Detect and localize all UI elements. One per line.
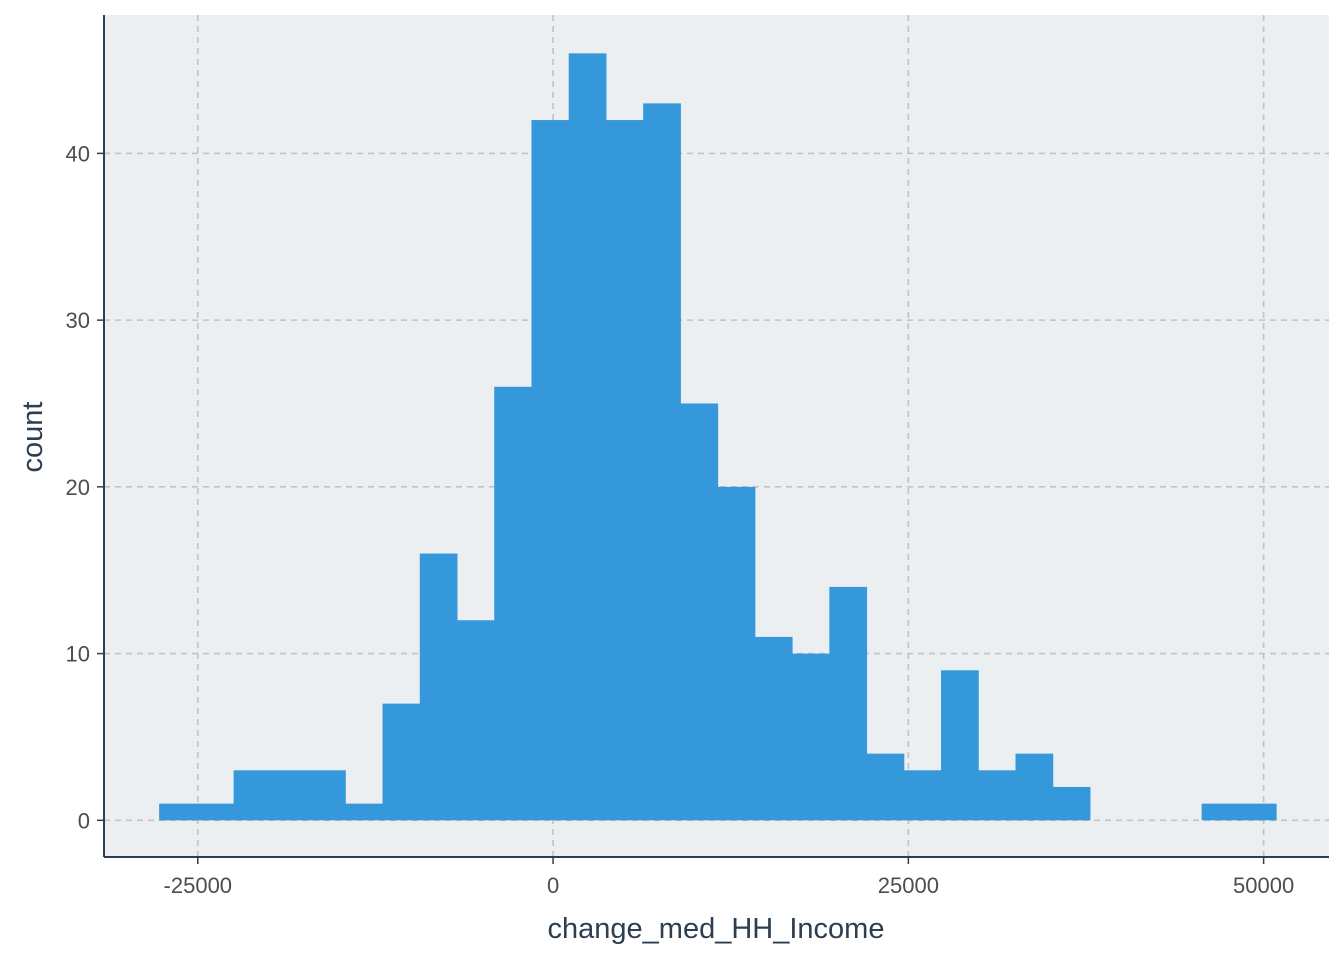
histogram-bar: [978, 770, 1017, 821]
histogram-bar: [866, 753, 905, 821]
histogram-bars: [159, 53, 1277, 821]
histogram-bar: [717, 486, 756, 821]
x-axis-ticks: -25000 0 25000 50000: [164, 857, 1294, 898]
y-axis-ticks: 0 10 20 30 40: [66, 141, 104, 833]
y-tick-label: 0: [78, 808, 90, 833]
histogram-bar: [643, 103, 681, 821]
histogram-bar: [159, 803, 197, 821]
histogram-bar: [1015, 753, 1054, 821]
x-tick-label: 0: [547, 873, 559, 898]
histogram-bar: [941, 670, 979, 821]
histogram-bar: [568, 53, 607, 821]
y-tick-label: 40: [66, 141, 90, 166]
histogram-bar: [1052, 786, 1091, 821]
histogram-bar: [233, 770, 272, 821]
y-tick-label: 30: [66, 308, 90, 333]
y-axis-title: count: [17, 402, 49, 473]
histogram-bar: [829, 586, 868, 821]
x-tick-label: -25000: [164, 873, 233, 898]
y-tick-label: 10: [66, 642, 90, 667]
histogram-bar: [457, 620, 495, 821]
x-tick-label: 25000: [878, 873, 939, 898]
histogram-bar: [605, 120, 644, 821]
histogram-bar: [792, 653, 830, 821]
histogram-bar: [494, 386, 532, 821]
histogram-bar: [270, 770, 309, 821]
histogram-bar: [196, 803, 235, 821]
histogram-bar: [680, 403, 719, 821]
histogram-bar: [382, 703, 421, 821]
histogram-bar: [754, 636, 793, 821]
y-tick-label: 20: [66, 475, 90, 500]
histogram-bar: [531, 120, 570, 821]
histogram-bar: [419, 553, 458, 821]
histogram-bar: [1238, 803, 1277, 821]
x-tick-label: 50000: [1233, 873, 1294, 898]
histogram-bar: [1201, 803, 1240, 821]
histogram-bar: [308, 770, 346, 821]
histogram-bar: [345, 803, 384, 821]
x-axis-title: change_med_HH_Income: [548, 913, 885, 945]
histogram-bar: [903, 770, 942, 821]
